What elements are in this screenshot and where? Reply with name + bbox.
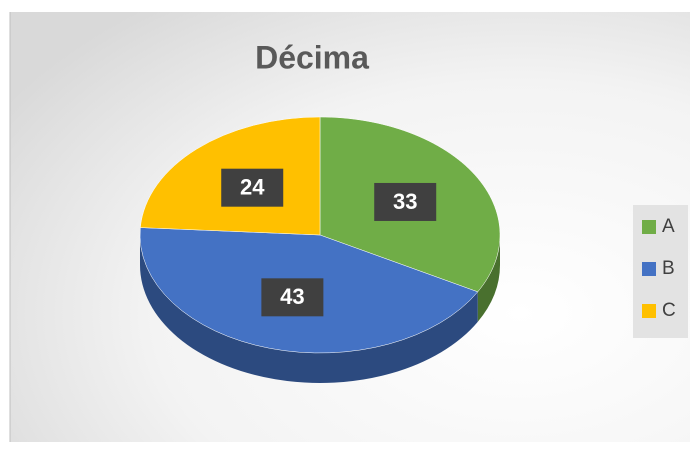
data-label: 33 bbox=[393, 189, 417, 214]
legend-swatch bbox=[642, 220, 656, 234]
legend-box bbox=[633, 205, 688, 338]
data-label: 24 bbox=[240, 175, 265, 200]
pie-slice-side bbox=[140, 235, 478, 383]
legend-swatch bbox=[642, 262, 656, 276]
data-label-box bbox=[221, 168, 284, 207]
pie-slice-side bbox=[477, 235, 500, 322]
data-label-box bbox=[374, 182, 437, 221]
data-label: 43 bbox=[280, 284, 304, 309]
legend-label: A bbox=[662, 216, 675, 237]
legend-label: C bbox=[662, 300, 676, 321]
data-label-box bbox=[261, 278, 324, 317]
legend-label: B bbox=[662, 258, 675, 279]
legend-swatch bbox=[642, 304, 656, 318]
chart-title: Décima bbox=[255, 39, 369, 75]
